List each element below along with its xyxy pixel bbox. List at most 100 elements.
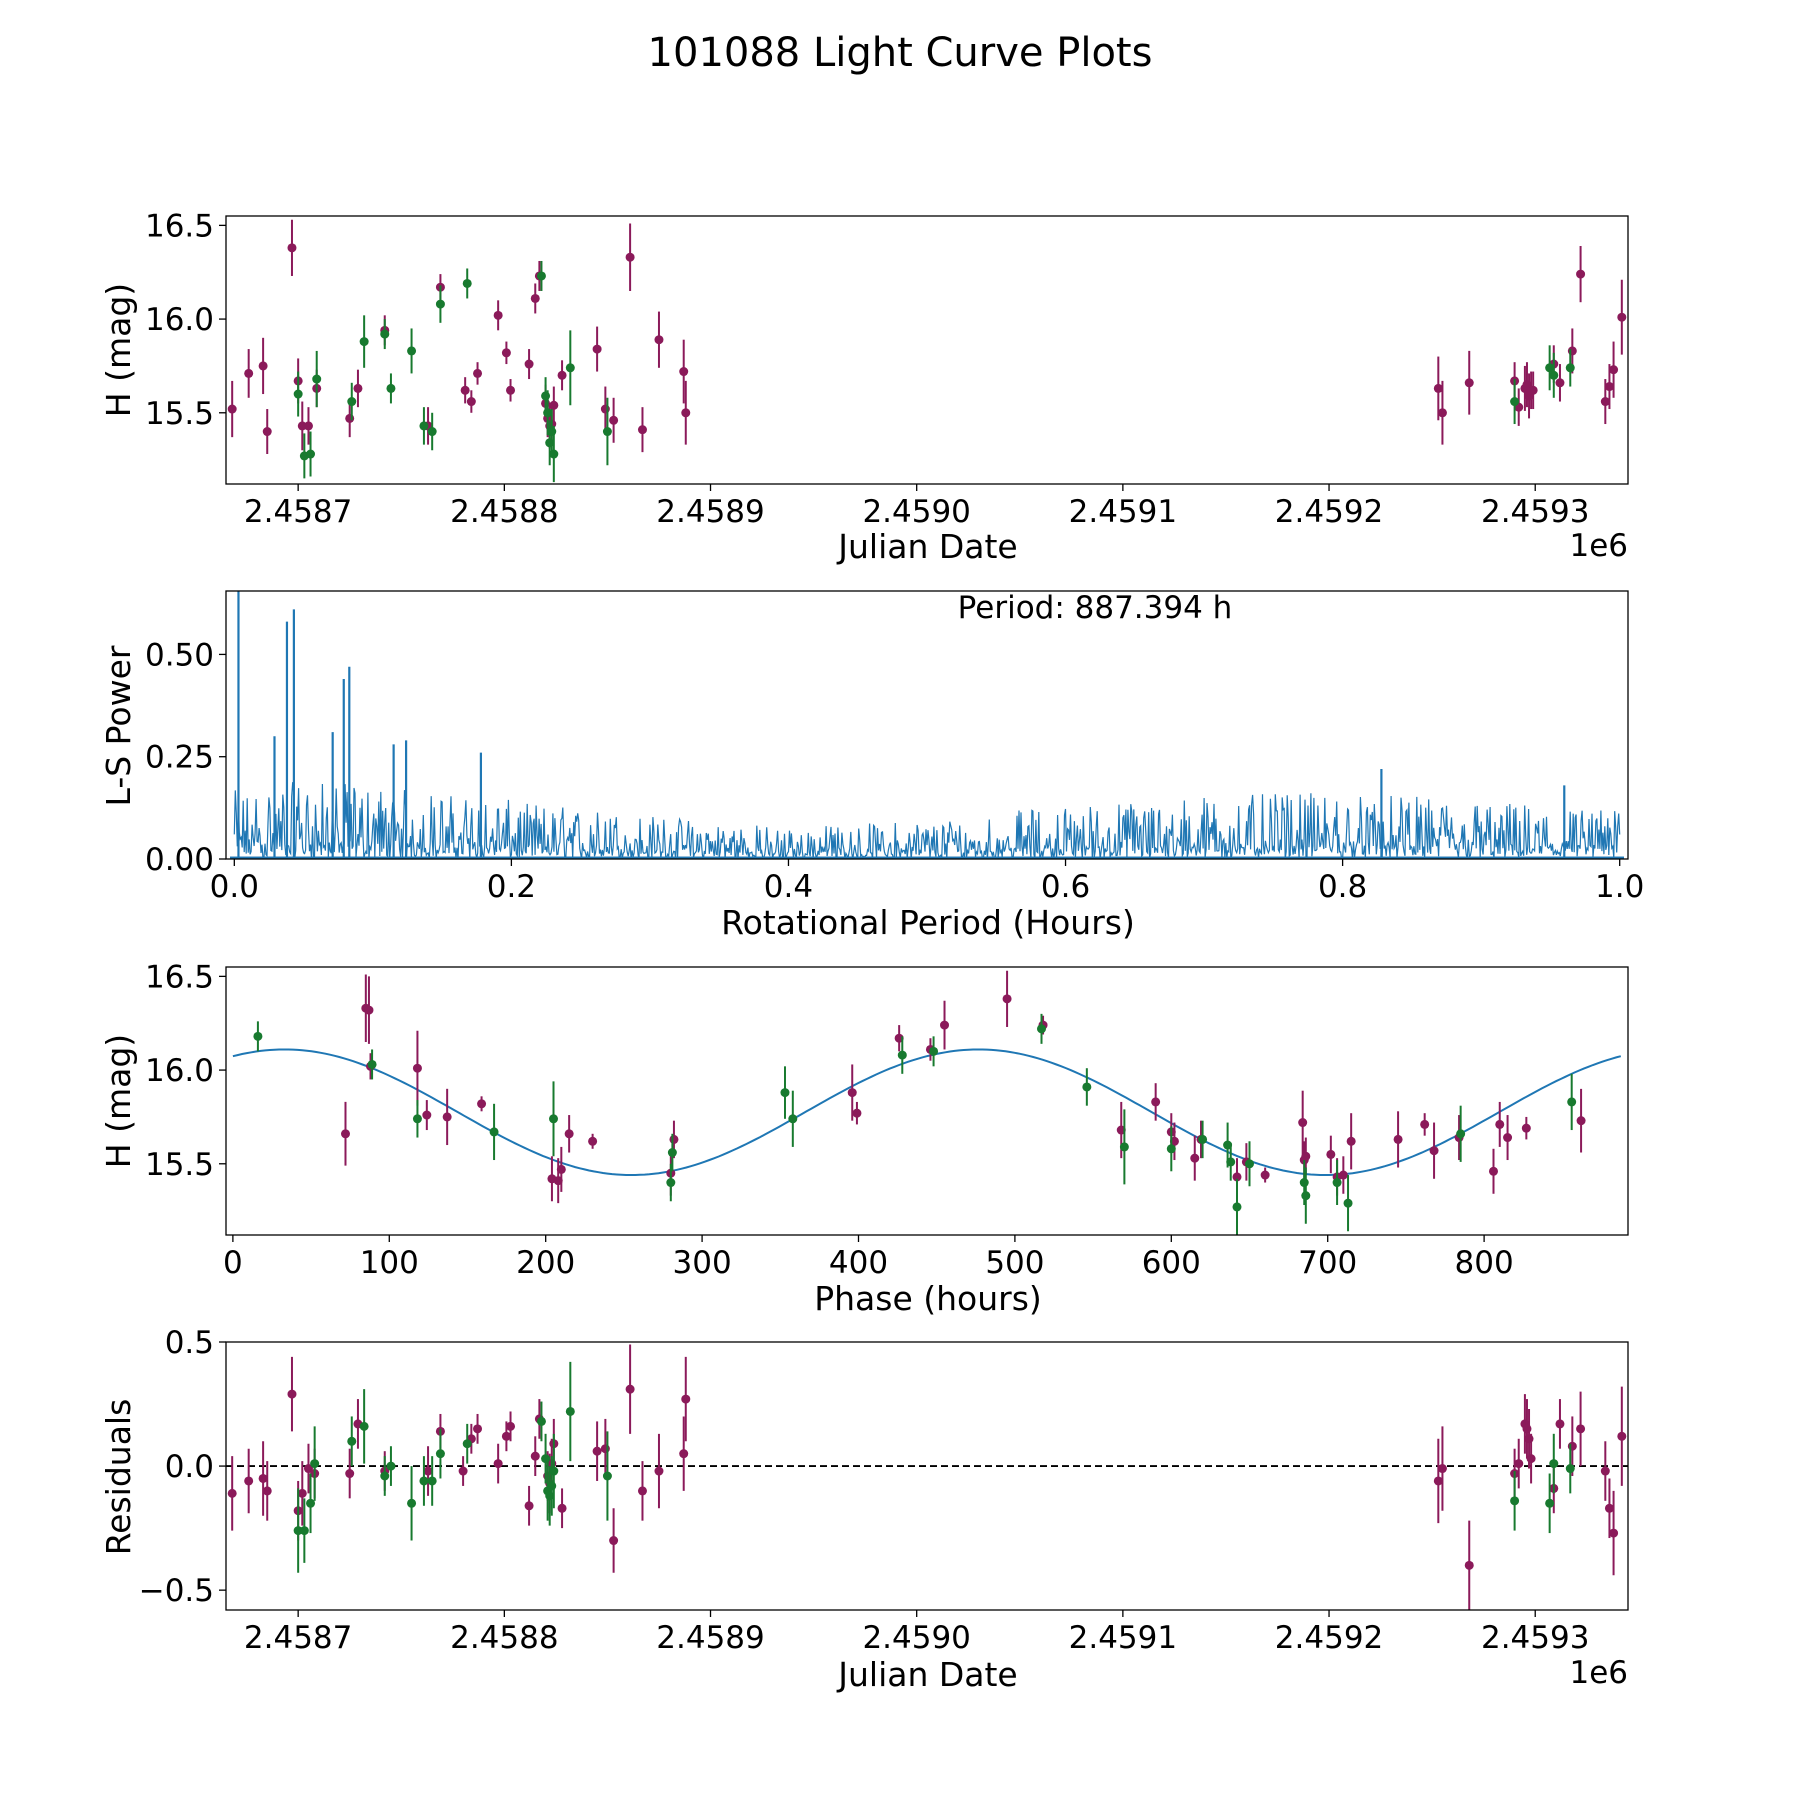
residuals-point <box>1567 1441 1577 1451</box>
periodogram-xtick-label: 0.4 <box>764 869 813 905</box>
lightcurve-point <box>1528 385 1538 395</box>
lightcurve-point <box>1567 346 1577 356</box>
phased-point <box>412 1114 422 1124</box>
lightcurve-point <box>419 421 429 431</box>
residuals-point <box>423 1466 433 1476</box>
residuals-point <box>530 1451 540 1461</box>
phased-point <box>1343 1198 1353 1208</box>
lightcurve-point <box>306 449 316 459</box>
lightcurve-ytick-label: 15.5 <box>145 396 214 432</box>
residuals-xlabel: Julian Date <box>836 1655 1018 1694</box>
phased-xtick-label: 800 <box>1455 1245 1514 1281</box>
lightcurve-point <box>1600 397 1610 407</box>
lightcurve-point <box>1609 365 1619 375</box>
residuals-point <box>386 1461 396 1471</box>
lightcurve-point <box>547 427 557 437</box>
residuals-point <box>1600 1466 1610 1476</box>
lightcurve-xtick-label: 2.4593 <box>1481 494 1589 530</box>
residuals-point <box>458 1466 468 1476</box>
residuals-xtick-label: 2.4590 <box>862 1620 970 1656</box>
lightcurve-point <box>565 363 575 373</box>
periodogram-ytick-label: 0.50 <box>145 637 214 673</box>
lightcurve-ytick-label: 16.5 <box>145 208 214 244</box>
lightcurve-offset-label: 1e6 <box>1569 528 1628 564</box>
residuals-point <box>347 1436 357 1446</box>
lightcurve-point <box>541 391 551 401</box>
lightcurve-point <box>679 367 689 377</box>
lightcurve-point <box>460 385 470 395</box>
lightcurve-point <box>303 421 313 431</box>
residuals-point <box>609 1536 619 1546</box>
phased-point <box>929 1046 939 1056</box>
phased-point <box>556 1164 566 1174</box>
lightcurve-point <box>258 361 268 371</box>
phased-point <box>1198 1134 1208 1144</box>
phased-point <box>564 1129 574 1139</box>
residuals-point <box>293 1526 303 1536</box>
lightcurve-xlabel: Julian Date <box>836 527 1018 566</box>
period-annotation: Period: 887.394 h <box>958 590 1233 626</box>
phased-point <box>1456 1129 1466 1139</box>
residuals-xtick-label: 2.4592 <box>1275 1620 1383 1656</box>
residuals-point <box>1510 1496 1520 1506</box>
phased-ylabel: H (mag) <box>99 1034 138 1168</box>
lightcurve-point <box>287 243 297 253</box>
residuals-xtick-label: 2.4587 <box>244 1620 352 1656</box>
residuals-point <box>359 1421 369 1431</box>
phased-point <box>1301 1191 1311 1201</box>
residuals-point <box>1514 1459 1524 1469</box>
residuals-point <box>565 1406 575 1416</box>
residuals-point <box>1555 1419 1565 1429</box>
phased-point <box>588 1136 598 1146</box>
phased-point <box>669 1134 679 1144</box>
residuals-point <box>654 1466 664 1476</box>
phased-point <box>1420 1119 1430 1129</box>
lightcurve-point <box>347 397 357 407</box>
residuals-frame <box>225 1341 1629 1611</box>
lightcurve-point <box>609 415 619 425</box>
residuals-point <box>549 1466 559 1476</box>
residuals-point <box>345 1469 355 1479</box>
lightcurve-point <box>473 368 483 378</box>
phased-point <box>422 1110 432 1120</box>
phased-xtick-label: 200 <box>516 1245 575 1281</box>
residuals-point <box>1464 1560 1474 1570</box>
lightcurve-point <box>1437 408 1447 418</box>
phased-point <box>1036 1024 1046 1034</box>
lightcurve-point <box>462 278 472 288</box>
lightcurve-point <box>501 348 511 358</box>
residuals-point <box>299 1526 309 1536</box>
residuals-point <box>306 1498 316 1508</box>
lightcurve-point <box>293 389 303 399</box>
residuals-point <box>297 1488 307 1498</box>
residuals-panel: 2.4587 2.4588 2.4589 2.4590 2.4591 2.4592 2.45… <box>99 1325 1629 1694</box>
phased-point <box>1082 1082 1092 1092</box>
residuals-point <box>1576 1424 1586 1434</box>
phased-point <box>788 1114 798 1124</box>
residuals-ytick-label: 0.0 <box>165 1449 214 1485</box>
lightcurve-point <box>345 413 355 423</box>
phased-xtick-label: 600 <box>1142 1245 1201 1281</box>
phased-point <box>1488 1166 1498 1176</box>
phased-frame <box>225 966 1629 1236</box>
phased-point <box>477 1099 487 1109</box>
phased-point <box>1151 1097 1161 1107</box>
residuals-point <box>427 1476 437 1486</box>
residuals-point <box>1526 1454 1536 1464</box>
lightcurve-point <box>549 449 559 459</box>
lightcurve-ytick-label: 16.0 <box>145 302 214 338</box>
residuals-point <box>1545 1498 1555 1508</box>
residuals-point <box>435 1449 445 1459</box>
lightcurve-xtick-label: 2.4590 <box>862 494 970 530</box>
residuals-point <box>380 1471 390 1481</box>
residuals-point <box>303 1464 313 1474</box>
residuals-point <box>1549 1459 1559 1469</box>
phased-point <box>940 1020 950 1030</box>
phased-xtick-label: 300 <box>673 1245 732 1281</box>
phased-point <box>666 1178 676 1188</box>
phased-ticks: 0 100 200 300 400 500 600 700 800 15.5 16.0 16.5 <box>145 959 1514 1281</box>
lightcurve-xtick-label: 2.4591 <box>1069 494 1177 530</box>
phased-point <box>1495 1119 1505 1129</box>
